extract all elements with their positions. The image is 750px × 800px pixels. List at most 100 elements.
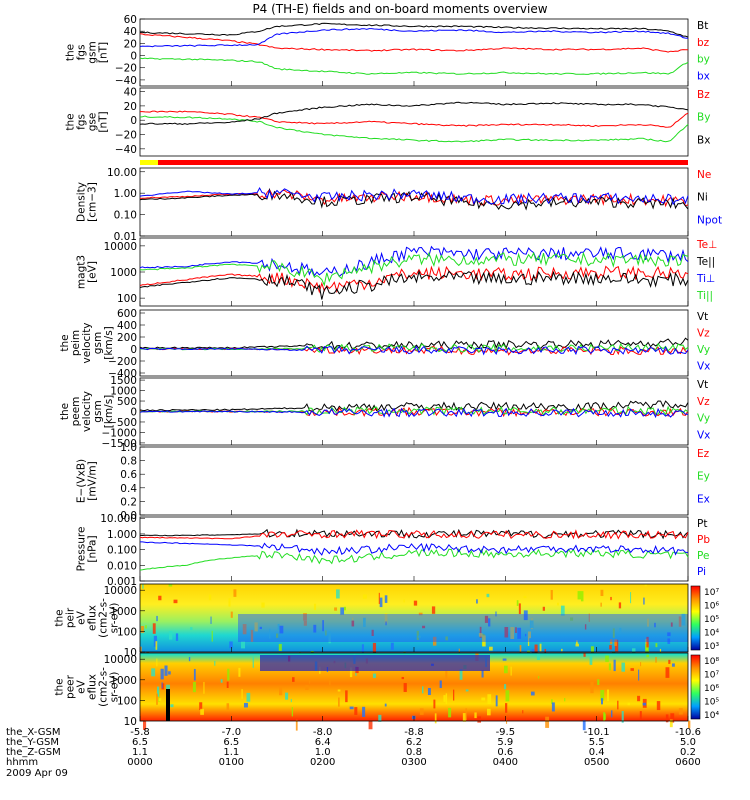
spectrogram-pixel	[351, 620, 355, 627]
spectrogram-pixel	[536, 653, 541, 660]
y-axis-label-line: eflux	[87, 605, 99, 631]
spectrogram-pixel	[214, 660, 216, 666]
x-tick-label: 5.0	[680, 737, 696, 748]
y-tick-label: 1000	[110, 386, 137, 398]
spectrogram-pixel	[478, 633, 483, 637]
spectrogram-pixel	[173, 599, 178, 604]
y-tick-label: −500	[108, 417, 137, 429]
legend-entry: Vx	[697, 361, 710, 373]
spectrogram-pixel	[542, 606, 545, 611]
y-tick-label: 10.00	[107, 167, 137, 179]
spectrogram-pixel	[510, 666, 512, 676]
spectrogram-pixel	[349, 706, 354, 710]
spectrogram-pixel	[227, 668, 230, 681]
spectrogram-pixel	[505, 690, 510, 702]
y-axis-label-line: [eV]	[87, 261, 99, 283]
spectrogram-pixel	[609, 639, 613, 645]
spectrogram-pixel	[160, 668, 164, 680]
spectrogram-pixel	[534, 644, 538, 655]
spectrogram-pixel	[600, 589, 604, 597]
spectrogram-pixel	[229, 641, 233, 649]
spectrogram-pixel	[617, 700, 619, 710]
spectrogram-pixel	[519, 645, 522, 657]
y-axis-label-line: the	[65, 44, 77, 61]
spectrogram-pixel	[345, 690, 348, 703]
colorbar-tick-label: 10⁵	[704, 698, 719, 708]
y-axis-label: Density[cm−3]	[76, 182, 99, 222]
y-axis-label-line: the	[65, 113, 77, 130]
legend-entry: Ti⊥	[696, 273, 715, 285]
spectrogram-pixel	[638, 669, 640, 681]
panels: 6040200−20−40thefgsgsm[nT]Btbzbybx40200−…	[54, 14, 722, 731]
spectrogram-pixel	[459, 669, 463, 680]
spectrogram-pixel	[506, 719, 508, 724]
spectrogram-pixel	[678, 708, 683, 715]
legend-entry: Vt	[697, 311, 708, 323]
spectrogram-pixel	[523, 595, 527, 599]
x-tick-label: 0.6	[497, 747, 513, 758]
legend-entry: Vz	[697, 328, 710, 340]
legend-entry: Npot	[697, 214, 722, 226]
colorbar-tick-label: 10⁶	[704, 684, 719, 694]
panel-peer-spectrogram: 10⁸10⁷10⁶10⁵10⁴10000100010010thepeereVef…	[54, 652, 719, 731]
spectrogram-pixel	[313, 624, 317, 633]
y-axis-label-line: sr-eV)	[109, 603, 121, 634]
legend-entry: Te||	[696, 256, 715, 268]
spectrogram-pixel	[561, 648, 563, 652]
spectrogram-pixel	[401, 676, 405, 680]
y-axis-label-line: Pressure	[76, 527, 88, 572]
y-axis-label-line: [km/s]	[103, 326, 115, 360]
spectrogram-pixel	[445, 693, 448, 705]
legend-entry: Vy	[697, 344, 710, 356]
spectrogram-pixel	[362, 706, 366, 717]
spectrogram-pixel	[570, 617, 574, 621]
y-tick-label: 10000	[104, 654, 137, 666]
y-axis-label-line: eV	[76, 679, 88, 693]
spectrogram-pixel	[619, 627, 622, 634]
spectrogram-pixel	[242, 624, 247, 635]
x-tick-label: 6.4	[315, 737, 331, 748]
spectrogram-pixel	[600, 602, 602, 607]
spectrogram-pixel	[309, 679, 311, 684]
y-tick-label: 10	[124, 647, 137, 659]
x-tick-label: 1.1	[132, 747, 148, 758]
spectrogram-pixel	[384, 703, 387, 707]
y-tick-label: −20	[115, 63, 137, 75]
spectrogram-pixel	[220, 679, 223, 683]
y-tick-label: 1.00	[114, 188, 137, 200]
legend-entry: Vt	[697, 379, 708, 391]
y-tick-label: 0.0	[120, 510, 137, 522]
spectrogram-pixel	[303, 613, 307, 621]
spectrogram-pixel	[334, 607, 338, 611]
y-tick-label: 0.4	[120, 483, 137, 495]
y-tick-label: 1000	[110, 675, 137, 687]
spectrogram-pixel	[659, 648, 662, 654]
x-tick-label: 5.9	[497, 737, 513, 748]
y-tick-label: 1000	[110, 267, 137, 279]
y-tick-label: 0.01	[114, 231, 137, 243]
x-tick-label: -10.6	[675, 727, 701, 738]
spectrogram-pixel	[647, 618, 649, 627]
spectrogram-pixel	[285, 692, 289, 700]
y-tick-label: 0	[130, 51, 137, 63]
spectrogram-pixel	[445, 671, 448, 679]
colorbar-tick-label: 10⁷	[704, 588, 719, 598]
y-axis-label: Pressure[nPa]	[76, 527, 99, 572]
spectrogram-pixel	[200, 708, 204, 715]
spectrogram-pixel	[611, 710, 613, 718]
spectrogram-pixel	[361, 644, 364, 653]
spectrogram-pixel	[329, 680, 331, 686]
spectrogram-pixel	[465, 708, 467, 720]
y-tick-label: 0	[130, 115, 137, 127]
legend-entry: Ni	[697, 192, 708, 204]
y-tick-label: 0.100	[107, 545, 137, 557]
x-tick-label: 0.4	[589, 747, 605, 758]
spectrogram-pixel	[487, 694, 492, 704]
spectrogram-pixel	[166, 684, 171, 692]
panel-fgs-gse: 40 20 0 −20 −40 thefgsgse[nT] Bz By Bx	[65, 87, 710, 157]
spectrogram-pixel	[448, 707, 452, 718]
y-axis-label-line: [km/s]	[103, 395, 115, 429]
spectrogram-pixel	[643, 597, 645, 605]
spectrogram-pixel	[403, 683, 407, 692]
spectrogram-pixel	[613, 659, 616, 672]
